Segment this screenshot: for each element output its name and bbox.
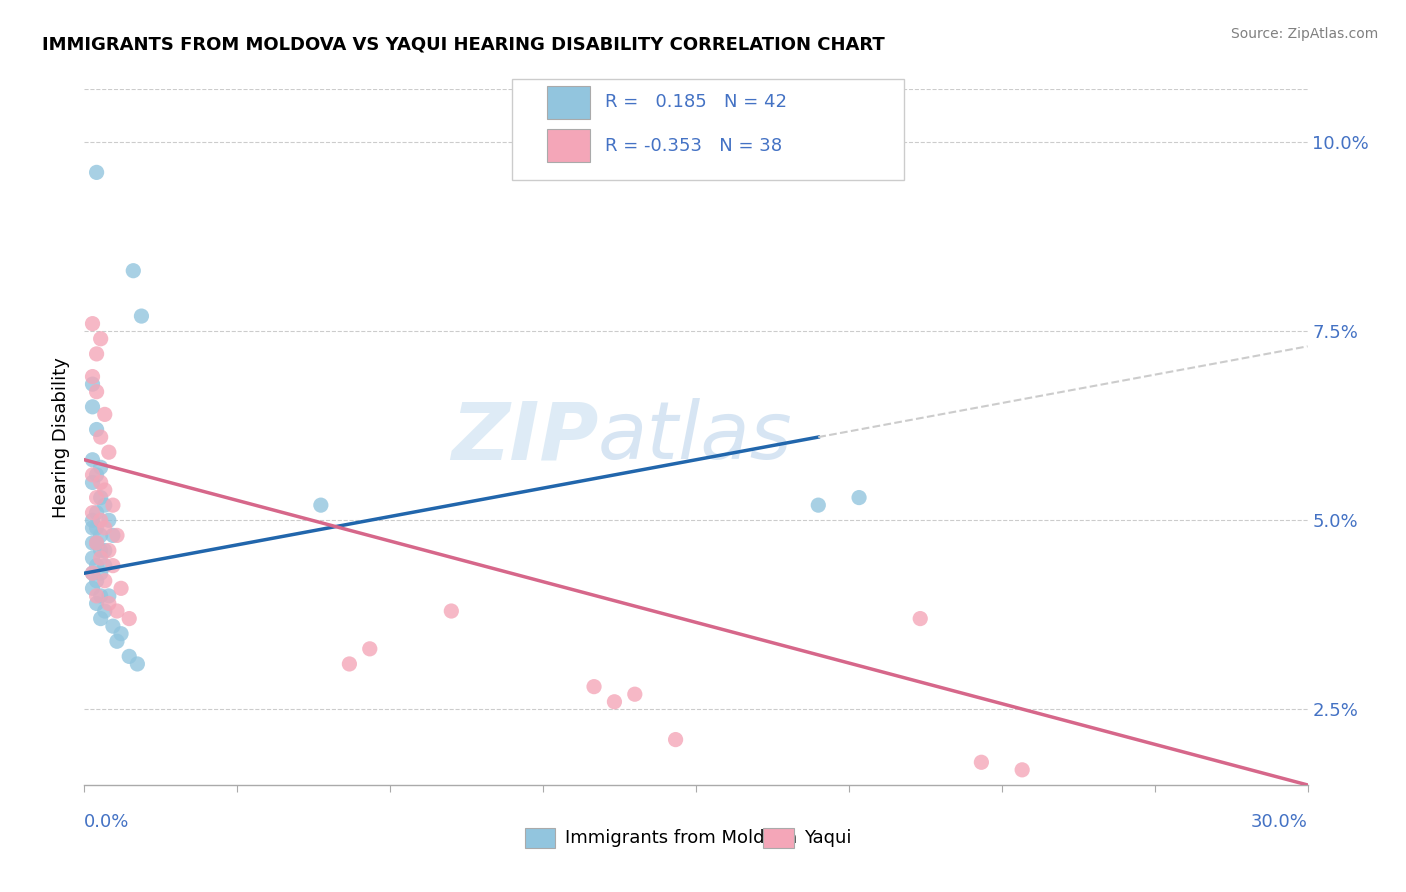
- Point: [90, 566, 112, 581]
- Point: [82, 566, 104, 581]
- Point: [90, 430, 112, 444]
- Point: [90, 513, 112, 527]
- Point: [93, 483, 115, 497]
- Point: [97, 597, 120, 611]
- Point: [90, 475, 112, 490]
- Point: [131, 309, 153, 323]
- Point: [440, 604, 463, 618]
- Point: [359, 641, 381, 656]
- Point: [86, 536, 108, 550]
- Text: 0.0%: 0.0%: [84, 813, 129, 830]
- Point: [82, 521, 104, 535]
- Point: [97, 445, 120, 459]
- Point: [603, 695, 626, 709]
- FancyBboxPatch shape: [547, 129, 589, 162]
- Point: [90, 589, 112, 603]
- Point: [82, 369, 104, 384]
- Point: [86, 384, 108, 399]
- Point: [82, 582, 104, 596]
- Point: [105, 634, 128, 648]
- Point: [93, 604, 115, 618]
- Point: [93, 543, 115, 558]
- Point: [93, 498, 115, 512]
- Point: [90, 528, 112, 542]
- Point: [82, 452, 104, 467]
- Point: [86, 467, 108, 482]
- Point: [582, 680, 605, 694]
- Point: [86, 506, 108, 520]
- Point: [101, 619, 124, 633]
- FancyBboxPatch shape: [547, 86, 589, 119]
- Point: [807, 498, 830, 512]
- Point: [122, 263, 145, 277]
- Point: [624, 687, 647, 701]
- Point: [82, 551, 104, 566]
- Text: 30.0%: 30.0%: [1251, 813, 1308, 830]
- Point: [82, 536, 104, 550]
- Text: R = -0.353   N = 38: R = -0.353 N = 38: [606, 136, 783, 154]
- Y-axis label: Hearing Disability: Hearing Disability: [52, 357, 70, 517]
- Text: atlas: atlas: [598, 398, 793, 476]
- Point: [82, 475, 104, 490]
- Point: [86, 423, 108, 437]
- Point: [339, 657, 360, 671]
- Point: [86, 491, 108, 505]
- Point: [118, 649, 141, 664]
- Point: [93, 408, 115, 422]
- Point: [90, 332, 112, 346]
- Text: IMMIGRANTS FROM MOLDOVA VS YAQUI HEARING DISABILITY CORRELATION CHART: IMMIGRANTS FROM MOLDOVA VS YAQUI HEARING…: [42, 36, 884, 54]
- Text: R =   0.185   N = 42: R = 0.185 N = 42: [606, 94, 787, 112]
- Point: [86, 597, 108, 611]
- Point: [110, 626, 132, 640]
- Text: Source: ZipAtlas.com: Source: ZipAtlas.com: [1230, 27, 1378, 41]
- Point: [86, 558, 108, 573]
- Point: [118, 611, 141, 625]
- FancyBboxPatch shape: [512, 78, 904, 179]
- Point: [90, 551, 112, 566]
- Point: [86, 347, 108, 361]
- Text: Yaqui: Yaqui: [804, 829, 851, 847]
- Point: [93, 558, 115, 573]
- Point: [105, 528, 128, 542]
- Point: [93, 574, 115, 588]
- Point: [970, 756, 993, 770]
- Point: [86, 165, 108, 179]
- Point: [90, 460, 112, 475]
- Point: [908, 611, 931, 625]
- Point: [664, 732, 686, 747]
- Point: [82, 317, 104, 331]
- Point: [82, 377, 104, 392]
- Point: [86, 574, 108, 588]
- Point: [86, 521, 108, 535]
- Point: [309, 498, 332, 512]
- Point: [86, 589, 108, 603]
- Point: [93, 521, 115, 535]
- Point: [97, 543, 120, 558]
- FancyBboxPatch shape: [763, 828, 794, 847]
- Point: [82, 400, 104, 414]
- Point: [101, 498, 124, 512]
- Point: [82, 513, 104, 527]
- Point: [90, 543, 112, 558]
- Point: [110, 582, 132, 596]
- Point: [90, 491, 112, 505]
- Point: [97, 589, 120, 603]
- Point: [101, 528, 124, 542]
- Point: [82, 566, 104, 581]
- Point: [97, 513, 120, 527]
- Point: [101, 558, 124, 573]
- FancyBboxPatch shape: [524, 828, 555, 847]
- Text: ZIP: ZIP: [451, 398, 598, 476]
- Point: [1011, 763, 1033, 777]
- Point: [82, 506, 104, 520]
- Point: [127, 657, 149, 671]
- Point: [848, 491, 870, 505]
- Point: [105, 604, 128, 618]
- Point: [86, 536, 108, 550]
- Point: [82, 467, 104, 482]
- Point: [90, 611, 112, 625]
- Text: Immigrants from Moldova: Immigrants from Moldova: [565, 829, 797, 847]
